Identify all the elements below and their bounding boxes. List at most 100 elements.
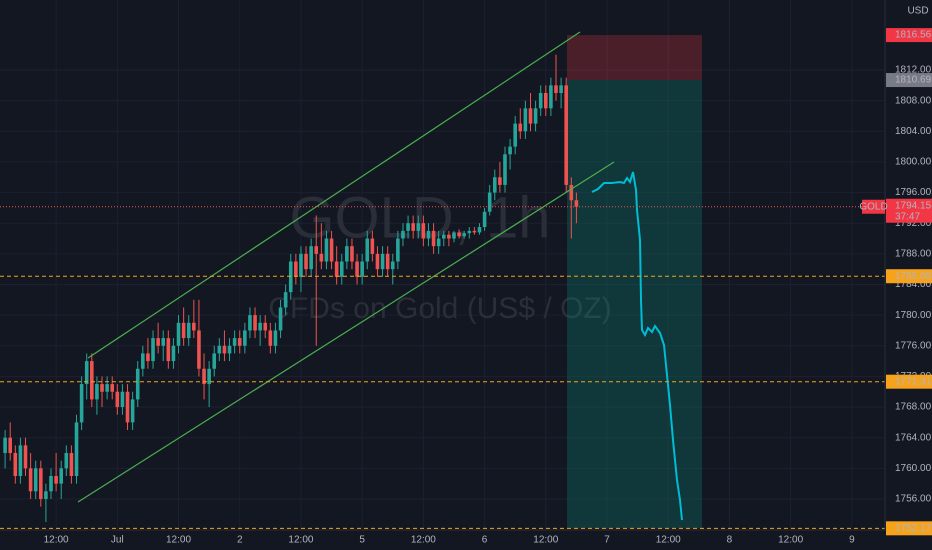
y-tick-label: 1808.00	[895, 95, 932, 106]
candle-body	[105, 384, 109, 392]
candle-body	[447, 234, 451, 239]
candle-body	[54, 475, 58, 484]
y-tick-label: 1812.00	[895, 65, 932, 76]
candle-body	[569, 184, 574, 201]
candle-body	[482, 211, 487, 228]
candle-body	[13, 453, 18, 476]
y-tick-label: 1760.00	[895, 463, 932, 474]
candle-body	[467, 230, 472, 234]
candle-body	[237, 338, 242, 346]
candle-body	[350, 246, 354, 262]
candle-body	[441, 234, 446, 239]
entry-label-box	[886, 73, 932, 88]
target-label: 1752.17	[895, 523, 932, 534]
countdown: 37:47	[895, 211, 920, 222]
candle-body	[273, 330, 278, 346]
x-tick-label: 7	[604, 535, 610, 546]
candle-body	[390, 261, 395, 270]
candle-body	[508, 146, 512, 155]
candle-body	[192, 322, 196, 331]
candle-body	[406, 223, 410, 231]
x-tick-label: 6	[482, 535, 488, 546]
candle-body	[8, 437, 13, 454]
candle-body	[23, 445, 28, 469]
candle-body	[436, 238, 441, 247]
candle-body	[528, 108, 533, 124]
candle-body	[360, 261, 364, 277]
candle-body	[227, 345, 232, 354]
y-tick-label: 1776.00	[895, 340, 932, 351]
target-label-box	[886, 374, 932, 389]
candle-body	[161, 338, 166, 346]
candle-body	[549, 85, 553, 109]
x-tick-label: 12:00	[533, 535, 558, 546]
candle-body	[294, 261, 298, 277]
y-tick-label: 1800.00	[895, 157, 932, 168]
candle-body	[324, 238, 329, 262]
candle-body	[380, 253, 385, 270]
candle-body	[288, 261, 293, 293]
x-tick-label: Jul	[111, 535, 124, 546]
candle-body	[115, 391, 120, 408]
candle-body	[253, 315, 257, 331]
x-tick-label: 12:00	[288, 535, 313, 546]
candle-body	[110, 384, 115, 392]
candle-body	[217, 345, 222, 354]
symbol-label: GOLD	[859, 201, 887, 212]
candle-body	[166, 338, 171, 362]
x-tick-label: 2	[237, 535, 243, 546]
candle-body	[151, 338, 155, 362]
candle-body	[538, 92, 543, 109]
target-label-box	[886, 269, 932, 284]
candle-body	[79, 384, 84, 423]
candle-body	[309, 246, 313, 270]
candle-body	[84, 361, 89, 385]
candle-body	[345, 246, 349, 262]
time-axis	[0, 530, 885, 550]
candle-body	[375, 253, 380, 270]
candle-body	[426, 230, 431, 239]
last-price: 1794.15	[895, 200, 932, 211]
y-tick-label: 1792.00	[895, 218, 932, 229]
candle-body	[401, 230, 405, 239]
candle-body	[186, 322, 191, 339]
candle-body	[543, 92, 548, 109]
currency: USD	[907, 6, 928, 17]
candle-body	[207, 368, 211, 385]
candle-body	[416, 223, 421, 231]
candle-body	[452, 232, 456, 239]
candle-body	[523, 108, 528, 132]
candle-body	[39, 468, 43, 499]
candle-body	[135, 368, 140, 400]
x-tick-label: 12:00	[411, 535, 436, 546]
y-tick-label: 1756.00	[895, 494, 932, 505]
target-label-box	[886, 521, 932, 536]
candle-body	[559, 85, 563, 93]
candle-body	[334, 261, 339, 277]
candle-body	[74, 422, 79, 476]
candle-body	[95, 384, 99, 400]
candle-body	[370, 238, 375, 254]
candle-body	[59, 468, 64, 484]
candle-body	[146, 353, 150, 362]
y-tick-label: 1764.00	[895, 432, 932, 443]
candle-body	[125, 391, 130, 423]
x-tick-label: 8	[727, 535, 733, 546]
candle-body	[263, 322, 268, 331]
candle-body	[197, 330, 201, 369]
y-tick-label: 1788.00	[895, 248, 932, 259]
candle-body	[258, 322, 262, 331]
stop-label: 1816.56	[895, 30, 932, 41]
candle-body	[498, 177, 502, 185]
candle-body	[181, 322, 186, 339]
candle-body	[243, 330, 247, 346]
candle-body	[69, 453, 74, 476]
channel-lower	[77, 161, 615, 503]
candle-body	[431, 230, 436, 247]
stop-label-box	[886, 28, 932, 43]
candle-body	[100, 384, 104, 392]
candle-body	[396, 238, 400, 262]
last-price-box	[886, 198, 932, 223]
